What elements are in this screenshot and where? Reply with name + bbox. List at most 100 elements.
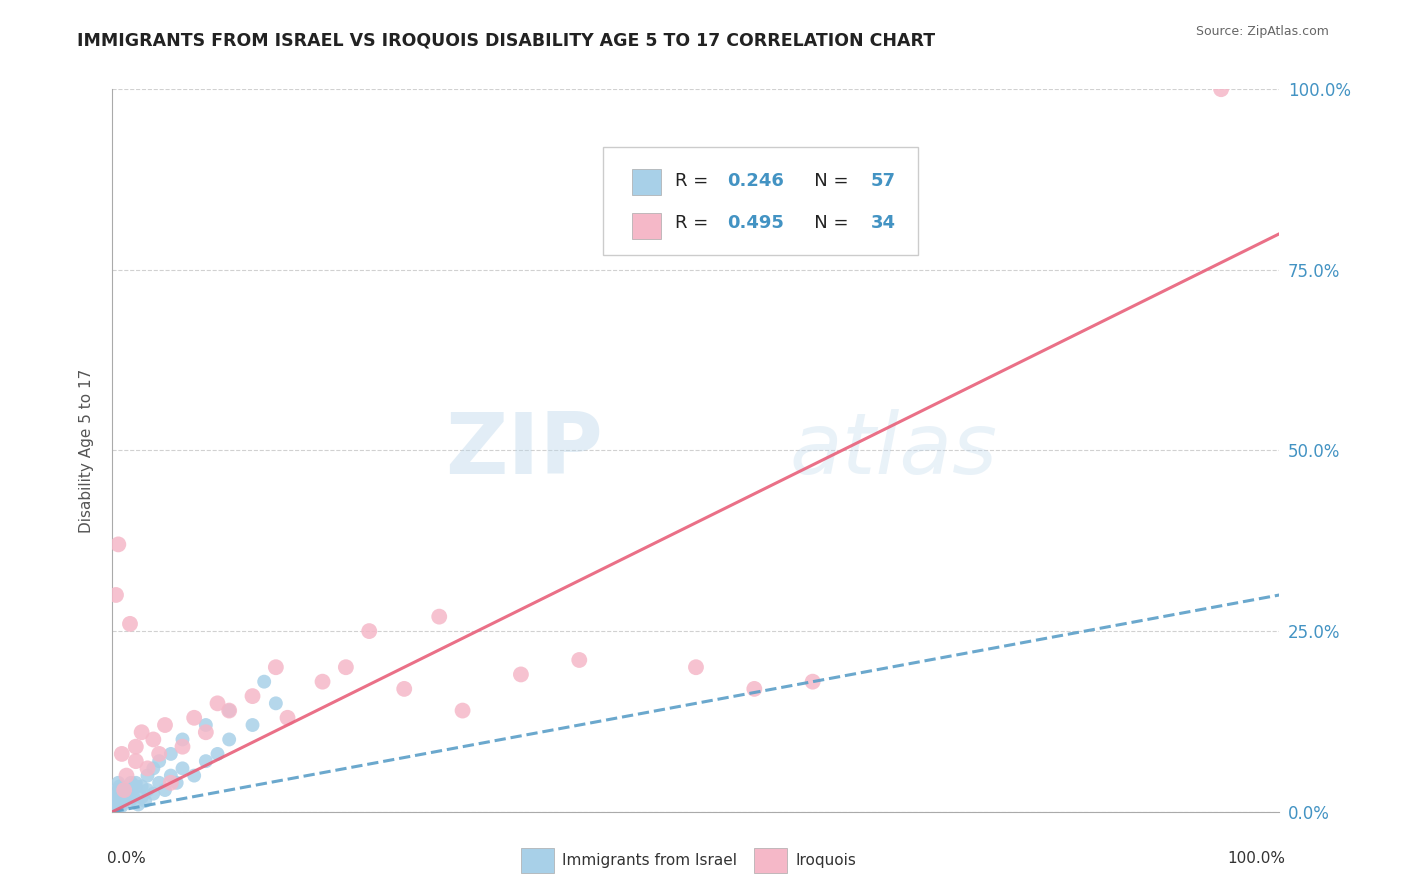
Point [148, 754, 170, 768]
Point [194, 754, 217, 768]
Point [207, 747, 229, 761]
Point [218, 732, 240, 747]
Point [131, 780, 153, 794]
Point [136, 761, 159, 775]
Point [103, 801, 125, 815]
Point [427, 609, 450, 624]
Point [118, 794, 141, 808]
FancyBboxPatch shape [755, 847, 787, 873]
Point [107, 537, 129, 551]
Point [104, 790, 127, 805]
Point [242, 718, 264, 732]
Point [276, 711, 298, 725]
Point [148, 776, 170, 790]
FancyBboxPatch shape [631, 169, 661, 194]
Point [111, 799, 134, 814]
Point [183, 769, 205, 783]
Point [142, 761, 165, 775]
FancyBboxPatch shape [631, 213, 661, 239]
Text: R =: R = [675, 214, 714, 232]
Point [104, 588, 127, 602]
Point [110, 797, 132, 812]
Point [112, 783, 135, 797]
Point [253, 674, 276, 689]
Point [194, 718, 217, 732]
Point [183, 711, 205, 725]
Y-axis label: Disability Age 5 to 17: Disability Age 5 to 17 [79, 368, 94, 533]
Point [160, 747, 183, 761]
Point [160, 769, 183, 783]
Point [148, 747, 170, 761]
Text: ZIP: ZIP [444, 409, 603, 492]
Point [125, 754, 148, 768]
Point [107, 776, 129, 790]
Text: N =: N = [797, 214, 855, 232]
Point [142, 732, 165, 747]
Point [117, 787, 139, 801]
Text: 0.0%: 0.0% [107, 852, 145, 866]
Text: Source: ZipAtlas.com: Source: ZipAtlas.com [1195, 25, 1329, 38]
Point [160, 776, 183, 790]
Point [112, 790, 135, 805]
Point [125, 776, 148, 790]
Point [122, 790, 145, 805]
Text: 0.246: 0.246 [727, 171, 785, 189]
Point [118, 616, 141, 631]
FancyBboxPatch shape [520, 847, 554, 873]
Text: 34: 34 [872, 214, 896, 232]
FancyBboxPatch shape [603, 147, 918, 255]
Point [264, 696, 287, 710]
Point [125, 780, 148, 794]
Point [112, 794, 135, 808]
Point [115, 787, 138, 801]
Point [218, 704, 240, 718]
Point [104, 799, 127, 814]
Text: IMMIGRANTS FROM ISRAEL VS IROQUOIS DISABILITY AGE 5 TO 17 CORRELATION CHART: IMMIGRANTS FROM ISRAEL VS IROQUOIS DISAB… [77, 31, 935, 49]
Text: 0.495: 0.495 [727, 214, 785, 232]
Point [107, 787, 129, 801]
Point [131, 790, 153, 805]
Point [104, 801, 127, 815]
Point [118, 790, 141, 805]
Point [104, 797, 127, 812]
Point [744, 681, 766, 696]
Point [136, 783, 159, 797]
Point [127, 797, 149, 812]
Point [131, 725, 153, 739]
Point [105, 783, 128, 797]
Text: R =: R = [675, 171, 714, 189]
Point [110, 797, 132, 812]
Point [451, 704, 474, 718]
Point [153, 718, 176, 732]
Text: 57: 57 [872, 171, 896, 189]
Point [1211, 82, 1233, 96]
Point [242, 689, 264, 703]
Point [166, 776, 188, 790]
Point [311, 674, 333, 689]
Point [134, 794, 156, 808]
Text: N =: N = [797, 171, 855, 189]
Point [153, 783, 176, 797]
Point [125, 739, 148, 754]
Point [335, 660, 357, 674]
Point [115, 769, 138, 783]
Point [194, 725, 217, 739]
Point [107, 794, 129, 808]
Point [111, 796, 134, 810]
Point [172, 739, 194, 754]
Text: 100.0%: 100.0% [1227, 852, 1285, 866]
Point [172, 761, 194, 775]
Text: atlas: atlas [789, 409, 997, 492]
Point [142, 787, 165, 801]
Point [685, 660, 707, 674]
Point [801, 674, 824, 689]
Point [108, 780, 131, 794]
Point [108, 799, 131, 814]
Text: Immigrants from Israel: Immigrants from Israel [562, 854, 737, 868]
Point [172, 732, 194, 747]
Point [111, 747, 134, 761]
Point [120, 776, 142, 790]
Point [105, 796, 128, 810]
Point [104, 794, 127, 808]
Point [359, 624, 381, 639]
